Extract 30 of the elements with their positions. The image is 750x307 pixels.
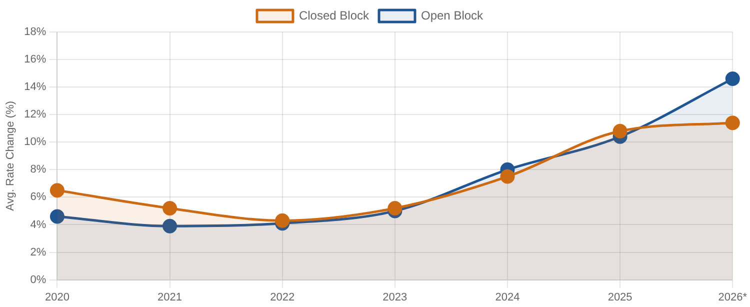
x-tick-label: 2022 <box>270 291 295 304</box>
y-tick-label: 2% <box>30 246 46 258</box>
x-tick-label: 2024 <box>495 291 520 304</box>
y-tick-label: 0% <box>30 274 46 286</box>
y-axis-title: Avg. Rate Change (%) <box>4 100 17 211</box>
x-tick-label: 2023 <box>382 291 408 304</box>
point <box>388 200 402 216</box>
y-tick-label: 14% <box>24 81 46 94</box>
y-tick-label: 4% <box>30 218 46 231</box>
y-tick-label: 6% <box>30 191 46 204</box>
y-tick-label: 8% <box>30 164 46 176</box>
y-tick-label: 16% <box>24 54 46 66</box>
legend-label: Closed Block <box>298 8 370 22</box>
point <box>50 183 64 198</box>
point <box>612 124 628 138</box>
point <box>275 213 290 228</box>
point <box>500 169 515 184</box>
point <box>725 72 740 86</box>
y-tick-label: 12% <box>24 108 46 121</box>
x-tick-label: 2020 <box>44 291 70 304</box>
x-tick-label: 2021 <box>158 291 182 304</box>
x-tick-label: 2026* <box>718 291 748 304</box>
legend-label: Open Block <box>421 8 484 22</box>
point <box>725 116 740 130</box>
point <box>50 209 64 224</box>
point <box>162 200 178 216</box>
y-tick-label: 10% <box>24 136 46 148</box>
y-tick-label: 18% <box>24 26 46 38</box>
x-tick-label: 2025 <box>608 291 632 304</box>
point <box>162 218 178 234</box>
